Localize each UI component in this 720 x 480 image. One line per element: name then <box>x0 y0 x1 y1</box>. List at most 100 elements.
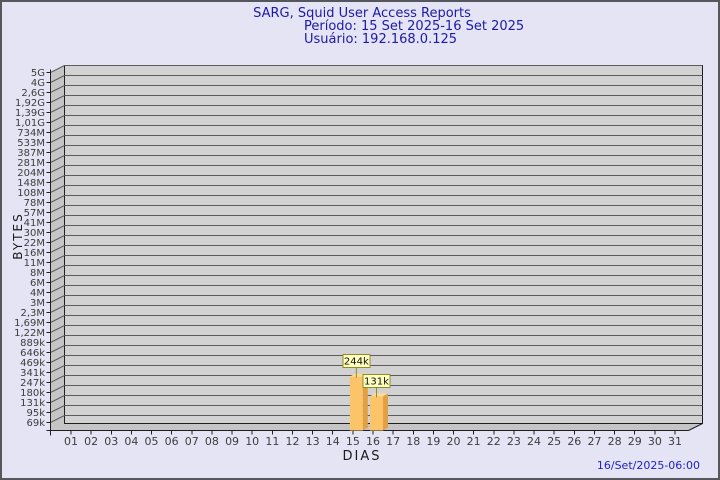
y-tick-label: 4G <box>31 78 45 89</box>
y-tick-diagonal <box>50 275 65 283</box>
y-tick-diagonal <box>50 375 65 383</box>
y-tick-label: 889k <box>20 338 45 349</box>
chart-plot-area <box>64 65 703 424</box>
x-tick-label: 27 <box>587 435 601 448</box>
x-tick-label: 05 <box>145 435 159 448</box>
y-tick-diagonal <box>50 165 65 173</box>
bar-day-16 <box>369 396 383 431</box>
y-tick-label: 6M <box>30 278 45 289</box>
y-tick-label: 5G <box>31 68 45 79</box>
x-tick-label: 18 <box>406 435 420 448</box>
y-tick-diagonal <box>50 195 65 203</box>
x-tick-label: 26 <box>567 435 581 448</box>
y-tick-diagonal <box>50 125 65 133</box>
y-tick-diagonal <box>50 115 65 123</box>
x-tick-label: 31 <box>668 435 682 448</box>
x-tick-label: 04 <box>124 435 138 448</box>
y-tick-label: 1,39G <box>15 108 45 119</box>
x-tick-label: 22 <box>487 435 501 448</box>
y-tick-diagonal <box>50 335 65 343</box>
y-tick-diagonal <box>50 225 65 233</box>
bar-value-callout <box>342 354 371 369</box>
bar-value-label: 244k <box>344 357 369 368</box>
y-tick-label: 8M <box>30 268 45 279</box>
y-tick-diagonal <box>50 65 65 73</box>
y-tick-diagonal <box>50 395 65 403</box>
y-tick-diagonal <box>50 175 65 183</box>
bar-side-day-16 <box>382 393 388 431</box>
x-tick-label: 07 <box>185 435 199 448</box>
x-tick-label: 20 <box>447 435 461 448</box>
x-tick-label: 10 <box>245 435 259 448</box>
y-tick-label: 2,3M <box>20 308 45 319</box>
y-tick-label: 341k <box>20 368 45 379</box>
y-tick-label: 41M <box>24 218 45 229</box>
x-tick-label: 15 <box>346 435 360 448</box>
y-tick-label: 533M <box>17 138 45 149</box>
y-tick-label: 131k <box>20 398 45 409</box>
y-tick-diagonal <box>50 365 65 373</box>
y-tick-label: 387M <box>17 148 45 159</box>
y-tick-diagonal <box>50 345 65 353</box>
x-tick-label: 16 <box>366 435 380 448</box>
y-tick-label: 95k <box>26 408 45 419</box>
x-tick-label: 28 <box>608 435 622 448</box>
y-tick-label: 108M <box>17 188 45 199</box>
y-tick-label: 22M <box>24 238 45 249</box>
generation-timestamp: 16/Set/2025-06:00 <box>596 459 700 472</box>
y-tick-label: 78M <box>24 198 45 209</box>
x-tick-label: 03 <box>104 435 118 448</box>
y-tick-label: 11M <box>24 258 45 269</box>
x-tick-label: 17 <box>386 435 400 448</box>
y-tick-label: 4M <box>30 288 45 299</box>
y-tick-label: 1,69M <box>14 318 45 329</box>
bar-day-15 <box>349 376 363 431</box>
x-tick-label: 19 <box>426 435 440 448</box>
y-tick-diagonal <box>50 305 65 313</box>
y-tick-label: 16M <box>24 248 45 259</box>
chart-left-wall <box>50 65 65 431</box>
x-tick-label: 06 <box>165 435 179 448</box>
y-tick-label: 1,22M <box>14 328 45 339</box>
y-tick-label: 734M <box>17 128 45 139</box>
y-tick-label: 30M <box>24 228 45 239</box>
x-tick-label: 02 <box>84 435 98 448</box>
x-tick-label: 13 <box>306 435 320 448</box>
x-tick-label: 25 <box>547 435 561 448</box>
y-tick-label: 2,6G <box>21 88 45 99</box>
y-tick-label: 204M <box>17 168 45 179</box>
x-tick-label: 12 <box>285 435 299 448</box>
x-tick-label: 21 <box>467 435 481 448</box>
y-tick-label: 148M <box>17 178 45 189</box>
y-tick-diagonal <box>50 205 65 213</box>
x-tick-label: 14 <box>326 435 340 448</box>
y-tick-diagonal <box>50 155 65 163</box>
bar-value-label: 131k <box>364 376 389 387</box>
y-tick-diagonal <box>50 215 65 223</box>
x-tick-label: 09 <box>225 435 239 448</box>
y-tick-diagonal <box>50 315 65 323</box>
y-tick-label: 57M <box>24 208 45 219</box>
page-title: SARG, Squid User Access Reports <box>253 6 471 21</box>
y-tick-diagonal <box>50 105 65 113</box>
y-tick-label: 69k <box>26 418 45 429</box>
y-tick-label: 646k <box>20 348 45 359</box>
x-axis-corner-diagonal <box>688 423 703 431</box>
y-tick-label: 281M <box>17 158 45 169</box>
y-tick-label: 1,01G <box>15 118 45 129</box>
y-tick-diagonal <box>50 85 65 93</box>
report-period: Período: 15 Set 2025-16 Set 2025 <box>304 19 525 34</box>
y-tick-label: 469k <box>20 358 45 369</box>
x-tick-label: 30 <box>648 435 662 448</box>
y-tick-label: 1,92G <box>15 98 45 109</box>
x-tick-label: 08 <box>205 435 219 448</box>
y-tick-diagonal <box>50 75 65 83</box>
y-axis-title: BYTES <box>11 212 25 260</box>
x-axis-title: DIAS <box>342 449 382 464</box>
y-tick-diagonal <box>50 95 65 103</box>
y-tick-diagonal <box>50 385 65 393</box>
x-tick-label: 11 <box>265 435 279 448</box>
bar-side-day-15 <box>362 373 368 431</box>
y-tick-diagonal <box>50 245 65 253</box>
